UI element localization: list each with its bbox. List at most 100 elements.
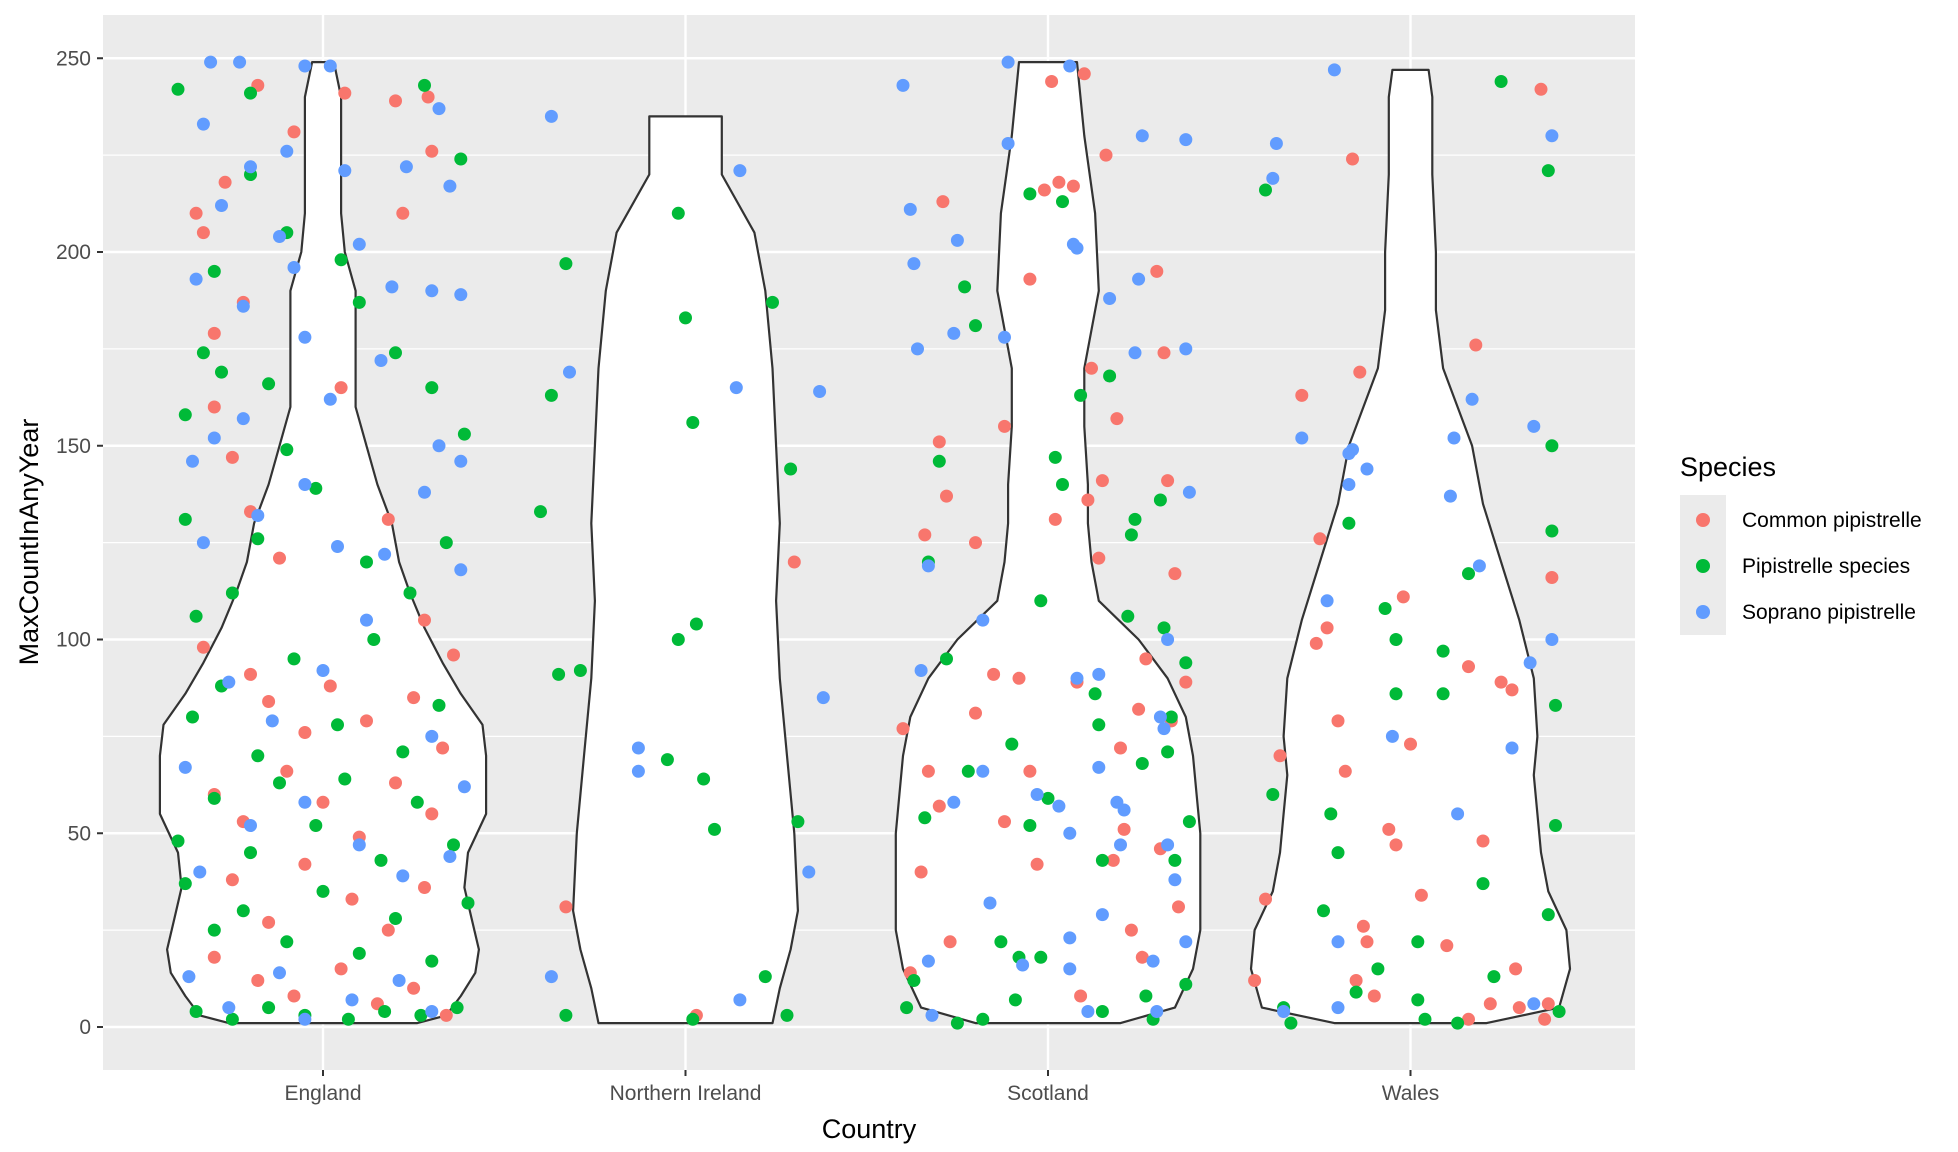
point-pipistrelle-species [1034,950,1048,964]
point-soprano-pipistrelle [244,819,257,832]
point-common-pipistrelle [969,536,982,550]
point-soprano-pipistrelle [182,970,196,984]
point-common-pipistrelle [1248,974,1262,987]
point-common-pipistrelle [189,206,203,220]
point-soprano-pipistrelle [432,102,446,116]
point-common-pipistrelle [921,764,935,778]
point-pipistrelle-species [900,1001,914,1015]
point-soprano-pipistrelle [903,202,917,216]
point-common-pipistrelle [1338,764,1352,778]
point-pipistrelle-species [758,970,772,984]
point-pipistrelle-species [1005,737,1019,751]
point-pipistrelle-species [1451,1016,1465,1030]
point-common-pipistrelle [936,195,950,209]
point-pipistrelle-species [1095,1005,1109,1018]
point-common-pipistrelle [207,950,221,964]
point-soprano-pipistrelle [1052,799,1066,813]
point-pipistrelle-species [1023,819,1037,832]
point-pipistrelle-species [1056,195,1069,209]
point-pipistrelle-species [1168,853,1182,867]
point-pipistrelle-species [1074,388,1088,402]
point-pipistrelle-species [360,555,373,569]
point-pipistrelle-species [559,1008,573,1022]
point-soprano-pipistrelle [189,272,203,286]
point-soprano-pipistrelle [1030,788,1044,801]
point-common-pipistrelle [1099,148,1113,162]
point-pipistrelle-species [1023,187,1037,201]
point-pipistrelle-species [686,416,700,429]
point-soprano-pipistrelle [1016,958,1030,972]
point-soprano-pipistrelle [813,385,827,398]
point-pipistrelle-species [171,82,185,96]
point-soprano-pipistrelle [418,485,431,499]
point-pipistrelle-species [686,1012,700,1026]
legend: Species Common pipistrelle Pipistrelle sp… [1680,452,1922,635]
point-common-pipistrelle [1462,1012,1475,1026]
point-pipistrelle-species [1034,594,1048,608]
point-common-pipistrelle [1052,175,1066,189]
point-pipistrelle-species [784,462,798,476]
y-tick-label: 250 [56,47,91,70]
point-soprano-pipistrelle [1465,392,1479,406]
point-soprano-pipistrelle [631,741,645,755]
point-pipistrelle-species [389,912,402,925]
point-pipistrelle-species [1103,369,1117,383]
point-common-pipistrelle [1168,567,1182,581]
point-soprano-pipistrelle [1295,431,1309,445]
point-pipistrelle-species [186,710,199,724]
point-common-pipistrelle [207,326,221,340]
point-common-pipistrelle [225,450,239,464]
point-common-pipistrelle [1095,474,1109,488]
point-soprano-pipistrelle [1161,838,1175,852]
point-pipistrelle-species [697,772,711,786]
point-pipistrelle-species [1436,687,1450,701]
point-soprano-pipistrelle [1331,1001,1345,1015]
point-pipistrelle-species [287,652,301,666]
point-pipistrelle-species [457,427,471,441]
point-pipistrelle-species [316,884,330,898]
point-pipistrelle-species [766,295,779,309]
point-soprano-pipistrelle [454,288,468,302]
point-soprano-pipistrelle [399,160,413,174]
point-common-pipistrelle [196,640,210,654]
point-pipistrelle-species [1056,478,1069,491]
point-pipistrelle-species [341,1012,355,1026]
point-common-pipistrelle [381,923,395,937]
point-common-pipistrelle [1404,737,1417,751]
point-soprano-pipistrelle [1103,292,1117,305]
violin-scotland [894,61,1202,1025]
legend-title: Species [1680,452,1776,482]
point-pipistrelle-species [280,935,294,949]
point-pipistrelle-species [1494,75,1508,88]
point-soprano-pipistrelle [914,664,928,677]
point-pipistrelle-species [671,206,685,220]
point-common-pipistrelle [1534,82,1548,96]
point-pipistrelle-species [1048,450,1062,464]
point-soprano-pipistrelle [222,1001,236,1015]
point-soprano-pipistrelle [352,838,366,852]
point-common-pipistrelle [1313,532,1327,546]
point-pipistrelle-species [671,633,685,646]
point-common-pipistrelle [559,900,573,914]
point-pipistrelle-species [262,377,276,391]
point-common-pipistrelle [1440,939,1454,953]
point-soprano-pipistrelle [298,59,312,73]
point-pipistrelle-species [309,481,323,495]
point-soprano-pipistrelle [331,540,344,553]
violin-england [158,61,488,1025]
point-pipistrelle-species [425,954,439,968]
point-soprano-pipistrelle [244,160,257,174]
point-soprano-pipistrelle [273,230,286,243]
point-soprano-pipistrelle [392,974,406,987]
point-soprano-pipistrelle [998,330,1011,344]
point-soprano-pipistrelle [425,1005,439,1018]
point-common-pipistrelle [262,915,276,929]
point-soprano-pipistrelle [976,764,990,778]
point-soprano-pipistrelle [1092,760,1106,774]
point-common-pipistrelle [896,722,910,736]
point-soprano-pipistrelle [352,237,366,251]
point-common-pipistrelle [436,741,450,755]
point-common-pipistrelle [998,419,1011,433]
point-pipistrelle-species [1121,609,1135,623]
point-common-pipistrelle [287,125,301,139]
